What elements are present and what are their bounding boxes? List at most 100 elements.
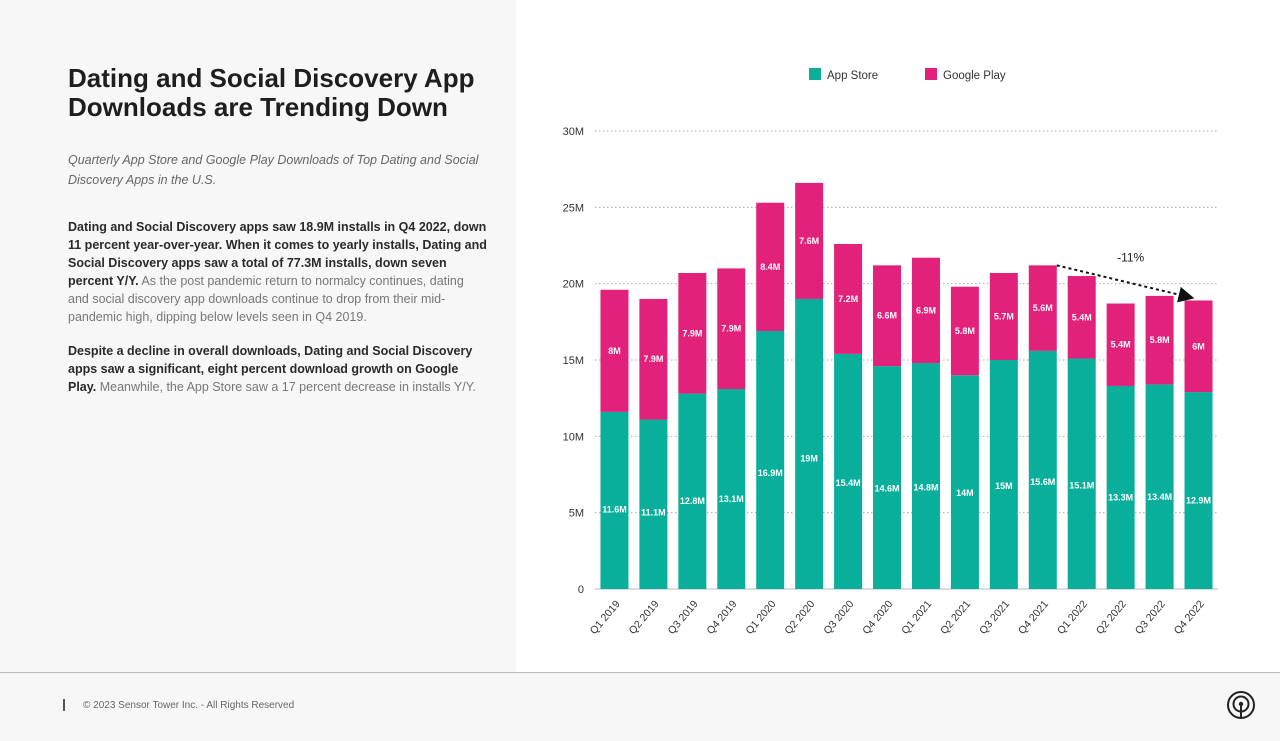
data-label: 5.4M	[1111, 340, 1131, 350]
bar-app-store	[1184, 392, 1213, 589]
data-label: 19M	[800, 453, 818, 463]
data-label: 14M	[956, 488, 974, 498]
y-tick-label: 15M	[563, 355, 584, 367]
x-tick-label: Q2 2020	[782, 598, 817, 637]
bar-app-store	[639, 419, 668, 589]
data-label: 15.1M	[1069, 480, 1094, 490]
bar-google-play	[1028, 265, 1057, 351]
x-tick-label: Q3 2022	[1133, 598, 1168, 637]
bar-google-play	[717, 268, 746, 390]
y-tick-label: 25M	[563, 202, 584, 214]
page-title: Dating and Social Discovery App Download…	[68, 63, 475, 122]
y-tick-label: 10M	[563, 431, 584, 443]
bar-app-store	[717, 389, 746, 589]
text-panel	[0, 0, 516, 672]
paragraph-1-bold: Dating and Social Discovery apps saw 18.…	[68, 220, 487, 288]
data-label: 6.9M	[916, 305, 936, 315]
data-label: 15M	[995, 481, 1013, 491]
data-label: 5.6M	[1033, 303, 1053, 313]
paragraph-2: Despite a decline in overall downloads, …	[68, 342, 488, 396]
data-label: 13.3M	[1108, 493, 1133, 503]
bar-app-store	[1028, 350, 1057, 589]
bar-google-play	[795, 182, 824, 299]
y-tick-label: 5M	[569, 508, 584, 520]
legend-swatch	[809, 68, 821, 80]
bar-google-play	[678, 272, 707, 394]
x-tick-label: Q4 2019	[704, 598, 739, 637]
data-label: 6M	[1192, 341, 1205, 351]
x-tick-label: Q4 2021	[1016, 598, 1051, 637]
bar-google-play	[950, 286, 979, 376]
data-label: 15.6M	[1030, 477, 1055, 487]
data-label: 5.8M	[955, 326, 975, 336]
x-tick-label: Q1 2022	[1055, 598, 1090, 637]
x-tick-label: Q1 2021	[899, 598, 934, 637]
bar-app-store	[600, 411, 629, 589]
data-label: 11.6M	[602, 504, 627, 514]
x-tick-label: Q2 2019	[627, 598, 662, 637]
data-label: 7.2M	[838, 294, 858, 304]
bar-app-store	[873, 366, 902, 589]
bar-google-play	[1145, 295, 1174, 385]
copyright: © 2023 Sensor Tower Inc. - All Rights Re…	[83, 700, 295, 711]
bar-google-play	[911, 257, 940, 364]
data-label: 14.8M	[913, 482, 938, 492]
data-label: 8M	[608, 346, 621, 356]
data-label: 7.6M	[799, 236, 819, 246]
bar-app-store	[1145, 384, 1174, 589]
data-label: 7.9M	[682, 328, 702, 338]
data-label: 13.1M	[719, 494, 744, 504]
bar-app-store	[1106, 385, 1135, 589]
paragraph-2-bold: Despite a decline in overall downloads, …	[68, 344, 473, 394]
data-label: 13.4M	[1147, 492, 1172, 502]
bar-google-play	[639, 298, 668, 420]
bar-app-store	[756, 330, 785, 589]
legend-label: App Store	[827, 70, 878, 82]
paragraph-1: Dating and Social Discovery apps saw 18.…	[68, 218, 488, 326]
subtitle: Quarterly App Store and Google Play Down…	[68, 153, 479, 187]
y-tick-label: 0	[578, 584, 584, 596]
x-tick-label: Q1 2019	[588, 598, 623, 637]
bar-app-store	[1067, 358, 1096, 589]
x-tick-label: Q1 2020	[743, 598, 778, 637]
bar-app-store	[911, 363, 940, 589]
y-tick-label: 20M	[563, 279, 584, 291]
data-label: 6.6M	[877, 311, 897, 321]
data-label: 5.4M	[1072, 312, 1092, 322]
data-label: 16.9M	[758, 468, 783, 478]
data-label: 12.8M	[680, 496, 705, 506]
x-tick-label: Q4 2020	[860, 598, 895, 637]
data-label: 5.8M	[1150, 335, 1170, 345]
bar-google-play	[1067, 276, 1096, 359]
x-tick-label: Q2 2021	[938, 598, 973, 637]
trend-arrow	[1056, 264, 1195, 303]
x-tick-label: Q3 2019	[666, 598, 701, 637]
y-tick-label: 30M	[563, 126, 584, 138]
paragraph-2-text: Meanwhile, the App Store saw a 17 percen…	[96, 380, 476, 394]
legend-swatch	[925, 68, 937, 80]
sensor-tower-logo-icon	[1227, 691, 1255, 719]
trend-annotation: -11%	[1117, 250, 1144, 264]
bar-app-store	[989, 360, 1018, 589]
bar-app-store	[834, 353, 863, 589]
stacked-bar-chart: 0 5M 10M 15M 20M 25M 30M 11.6M 11.1M 12.8M 13.1M 16…	[563, 68, 1218, 637]
bar-google-play	[600, 289, 629, 412]
bar-google-play	[1184, 300, 1213, 393]
data-label: 7.9M	[721, 324, 741, 334]
data-label: 7.9M	[643, 354, 663, 364]
data-label: 12.9M	[1186, 495, 1211, 505]
data-label: 11.1M	[641, 508, 666, 518]
bar-google-play	[989, 272, 1018, 360]
data-label: 8.4M	[760, 262, 780, 272]
data-label: 5.7M	[994, 311, 1014, 321]
bar-google-play	[834, 243, 863, 354]
footer-divider	[63, 699, 65, 711]
x-tick-label: Q3 2021	[977, 598, 1012, 637]
bar-app-store	[678, 393, 707, 589]
footer: © 2023 Sensor Tower Inc. - All Rights Re…	[0, 672, 1280, 741]
bar-google-play	[1106, 303, 1135, 386]
bar-app-store	[950, 375, 979, 589]
data-label: 15.4M	[836, 478, 861, 488]
data-label: 14.6M	[875, 484, 900, 494]
bar-google-play	[873, 265, 902, 367]
